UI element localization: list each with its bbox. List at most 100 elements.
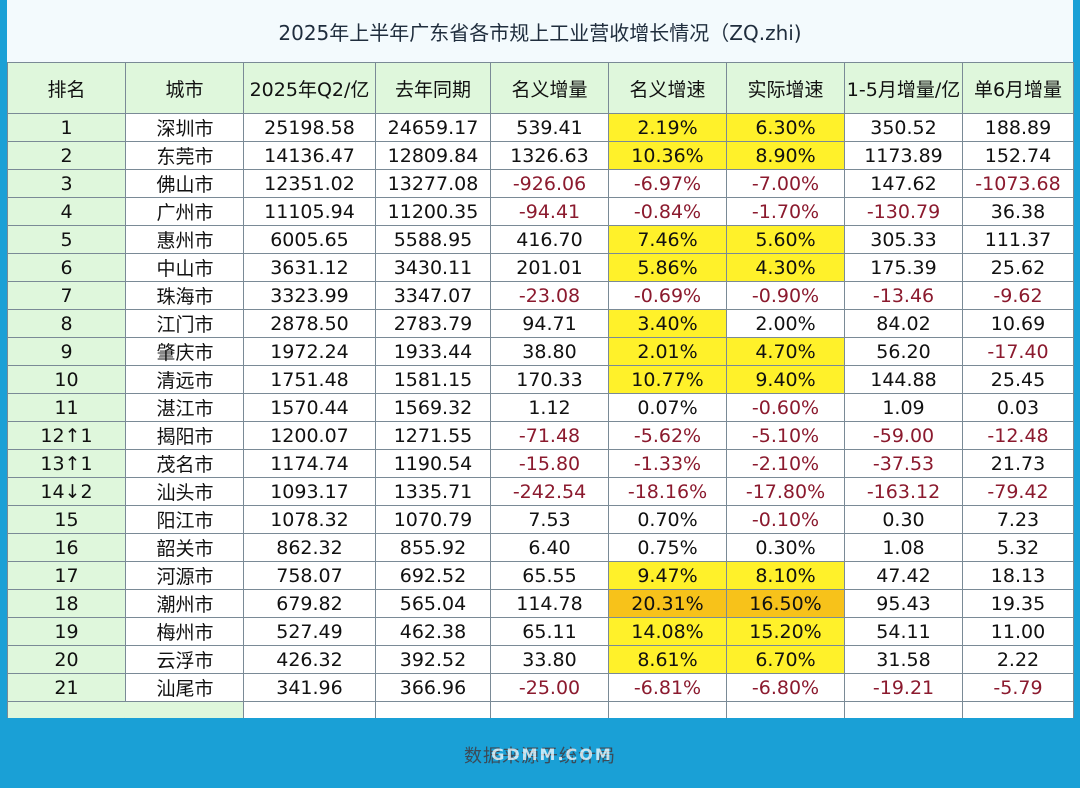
real-growth-cell: 8.10% (726, 561, 845, 590)
jan-may-increase-cell: -59.00 (844, 421, 963, 450)
june-increase-cell: -5.79 (962, 673, 1074, 702)
rank-cell: 6 (7, 253, 126, 282)
jan-may-increase-cell: -130.79 (844, 197, 963, 226)
june-increase-cell: 152.74 (962, 141, 1074, 170)
table-row: 17 河源市 758.07 692.52 65.55 9.47% 8.10% 47.42 18.… (7, 561, 1074, 590)
nominal-growth-cell: 20.31% (608, 589, 727, 618)
table-row: 11 湛江市 1570.44 1569.32 1.12 0.07% -0.60% 1.09 0.… (7, 393, 1074, 422)
table-row: 6 中山市 3631.12 3430.11 201.01 5.86% 4.30% 175.39… (7, 253, 1074, 282)
june-increase-cell: 11.00 (962, 617, 1074, 646)
rank-cell: 12↑1 (7, 421, 126, 450)
last-year-cell: 855.92 (375, 533, 491, 562)
real-growth-cell: 6.30% (726, 113, 845, 142)
rank-cell: 2 (7, 141, 126, 170)
city-cell: 深圳市 (125, 113, 244, 142)
q2-cell: 25198.58 (243, 113, 376, 142)
june-increase-cell: -12.48 (962, 421, 1074, 450)
q2-cell: 2878.50 (243, 309, 376, 338)
header-last-year: 去年同期 (375, 62, 491, 114)
city-name: 阳江市 (126, 506, 243, 533)
real-growth-cell: 8.90% (726, 141, 845, 170)
last-year-cell: 392.52 (375, 645, 491, 674)
nominal-increase-cell: -23.08 (490, 281, 609, 310)
jan-may-increase-cell: 95.43 (844, 589, 963, 618)
june-increase-cell: 2.22 (962, 645, 1074, 674)
city-cell: 茂名市 (125, 449, 244, 478)
nominal-growth-cell: 10.36% (608, 141, 727, 170)
last-year-cell: 5588.95 (375, 225, 491, 254)
q2-cell: 11105.94 (243, 197, 376, 226)
jan-may-increase-cell: -13.46 (844, 281, 963, 310)
city-name: 东莞市 (126, 142, 243, 169)
table-row: 4 广州市 11105.94 11200.35 -94.41 -0.84% -1.70% -1… (7, 197, 1074, 226)
city-name: 潮州市 (126, 590, 243, 617)
header-jan-may-increase: 1-5月增量/亿 (844, 62, 963, 114)
nominal-increase-cell: -71.48 (490, 421, 609, 450)
city-name: 揭阳市 (126, 422, 243, 449)
last-year-cell: 11200.35 (375, 197, 491, 226)
rank-cell: 20 (7, 645, 126, 674)
city-name: 韶关市 (126, 534, 243, 561)
june-increase-cell: 19.35 (962, 589, 1074, 618)
rank-cell: 5 (7, 225, 126, 254)
rank-cell: 18 (7, 589, 126, 618)
table-row: 3 佛山市 12351.02 13277.08 -926.06 -6.97% -7.00% 1… (7, 169, 1074, 198)
q2-cell: 341.96 (243, 673, 376, 702)
last-year-cell: 3430.11 (375, 253, 491, 282)
real-growth-cell: -0.10% (726, 505, 845, 534)
june-increase-cell: 7.23 (962, 505, 1074, 534)
header-q2: 2025年Q2/亿 (243, 62, 376, 114)
nominal-growth-cell: 8.61% (608, 645, 727, 674)
nominal-increase-cell: 539.41 (490, 113, 609, 142)
nominal-increase-cell: 170.33 (490, 365, 609, 394)
rank-cell: 3 (7, 169, 126, 198)
real-growth-cell: 6.70% (726, 645, 845, 674)
q2-cell: 1174.74 (243, 449, 376, 478)
june-increase-cell: 10.69 (962, 309, 1074, 338)
q2-cell: 862.32 (243, 533, 376, 562)
header-nominal-increase: 名义增量 (490, 62, 609, 114)
jan-may-increase-cell: 144.88 (844, 365, 963, 394)
city-name: 珠海市 (126, 282, 243, 309)
table-row: 18 潮州市 679.82 565.04 114.78 20.31% 16.50% 95.43… (7, 589, 1074, 618)
table-row: 9 肇庆市 1972.24 1933.44 38.80 2.01% 4.70% 56.20 -1… (7, 337, 1074, 366)
jan-may-increase-cell: 47.42 (844, 561, 963, 590)
jan-may-increase-cell: 147.62 (844, 169, 963, 198)
city-cell: 潮州市 (125, 589, 244, 618)
table-row: 10 清远市 1751.48 1581.15 170.33 10.77% 9.40% 144.… (7, 365, 1074, 394)
nominal-increase-cell: 1326.63 (490, 141, 609, 170)
last-year-cell: 1581.15 (375, 365, 491, 394)
nominal-increase-cell: 1.12 (490, 393, 609, 422)
real-growth-cell: -17.80% (726, 477, 845, 506)
nominal-growth-cell: 7.46% (608, 225, 727, 254)
nominal-increase-cell: 6.40 (490, 533, 609, 562)
watermark-logo: GDMM.COM (452, 745, 652, 781)
jan-may-increase-cell: 56.20 (844, 337, 963, 366)
last-year-cell: 2783.79 (375, 309, 491, 338)
table-row: 12↑1 揭阳市 1200.07 1271.55 -71.48 -5.62% -5.10% -… (7, 421, 1074, 450)
table-row: 7 珠海市 3323.99 3347.07 -23.08 -0.69% -0.90% -13.… (7, 281, 1074, 310)
header-nominal-growth: 名义增速 (608, 62, 727, 114)
nominal-growth-cell: -6.81% (608, 673, 727, 702)
table-row: 16 韶关市 862.32 855.92 6.40 0.75% 0.30% 1.08 5.32 (7, 533, 1074, 562)
city-name: 深圳市 (126, 114, 243, 141)
rank-cell: 10 (7, 365, 126, 394)
june-increase-cell: 21.73 (962, 449, 1074, 478)
table-title: 2025年上半年广东省各市规上工业营收增长情况（ZQ.zhi) (7, 0, 1073, 62)
header-rank: 排名 (7, 62, 126, 114)
real-growth-cell: 4.30% (726, 253, 845, 282)
city-name: 云浮市 (126, 646, 243, 673)
real-growth-cell: 2.00% (726, 309, 845, 338)
june-increase-cell: 18.13 (962, 561, 1074, 590)
rank-cell: 14↓2 (7, 477, 126, 506)
table-row: 21 汕尾市 341.96 366.96 -25.00 -6.81% -6.80% -19.2… (7, 673, 1074, 702)
city-name: 佛山市 (126, 170, 243, 197)
city-cell: 汕头市 (125, 477, 244, 506)
q2-cell: 1972.24 (243, 337, 376, 366)
june-increase-cell: 25.45 (962, 365, 1074, 394)
city-name: 清远市 (126, 366, 243, 393)
rank-cell: 9 (7, 337, 126, 366)
real-growth-cell: 9.40% (726, 365, 845, 394)
q2-cell: 6005.65 (243, 225, 376, 254)
last-year-cell: 1569.32 (375, 393, 491, 422)
